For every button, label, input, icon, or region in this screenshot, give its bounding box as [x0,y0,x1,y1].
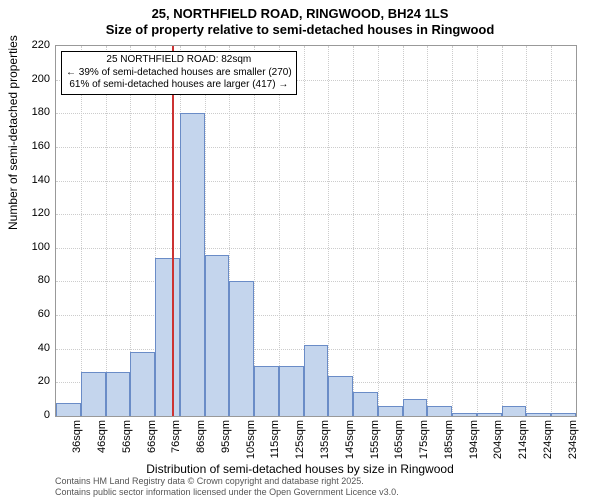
gridline-v [427,46,428,416]
footer-line2: Contains public sector information licen… [55,487,399,498]
histogram-bar [328,376,353,416]
histogram-bar [130,352,155,416]
x-tick-label: 204sqm [492,420,504,465]
x-tick-label: 194sqm [468,420,480,465]
histogram-bar [254,366,279,416]
gridline-h [56,181,576,182]
histogram-bar [180,113,205,416]
histogram-bar [304,345,329,416]
x-tick-label: 56sqm [121,420,133,465]
reference-marker-line [172,46,174,416]
x-tick-label: 224sqm [542,420,554,465]
x-tick-label: 125sqm [294,420,306,465]
x-tick-label: 76sqm [170,420,182,465]
y-tick-label: 100 [10,241,50,253]
histogram-bar [56,403,81,416]
y-tick-label: 60 [10,308,50,320]
x-tick-label: 135sqm [319,420,331,465]
x-tick-label: 36sqm [71,420,83,465]
plot-area: 25 NORTHFIELD ROAD: 82sqm ← 39% of semi-… [55,45,577,417]
gridline-h [56,248,576,249]
y-tick-label: 120 [10,207,50,219]
gridline-h [56,113,576,114]
y-tick-label: 40 [10,342,50,354]
gridline-h [56,315,576,316]
histogram-bar [477,413,502,416]
gridline-v [403,46,404,416]
chart-container: 25, NORTHFIELD ROAD, RINGWOOD, BH24 1LS … [0,0,600,500]
gridline-v [551,46,552,416]
gridline-h [56,147,576,148]
x-tick-label: 165sqm [393,420,405,465]
x-tick-label: 155sqm [369,420,381,465]
x-tick-label: 145sqm [344,420,356,465]
histogram-bar [403,399,428,416]
x-tick-label: 115sqm [269,420,281,465]
footer: Contains HM Land Registry data © Crown c… [55,476,399,498]
y-tick-label: 0 [10,409,50,421]
histogram-bar [81,372,106,416]
histogram-bar [551,413,576,416]
x-tick-label: 234sqm [567,420,579,465]
histogram-bar [502,406,527,416]
gridline-v [279,46,280,416]
y-tick-label: 220 [10,39,50,51]
gridline-h [56,281,576,282]
histogram-bar [353,392,378,416]
histogram-bar [155,258,180,416]
y-tick-label: 200 [10,73,50,85]
y-tick-label: 180 [10,106,50,118]
x-tick-label: 46sqm [96,420,108,465]
x-tick-label: 66sqm [146,420,158,465]
gridline-v [353,46,354,416]
gridline-v [106,46,107,416]
y-tick-label: 140 [10,174,50,186]
x-tick-label: 86sqm [195,420,207,465]
gridline-v [328,46,329,416]
annotation-box: 25 NORTHFIELD ROAD: 82sqm ← 39% of semi-… [61,51,297,95]
y-tick-label: 160 [10,140,50,152]
x-tick-label: 214sqm [517,420,529,465]
histogram-bar [526,413,551,416]
gridline-v [526,46,527,416]
x-tick-label: 185sqm [443,420,455,465]
histogram-bar [452,413,477,416]
gridline-h [56,214,576,215]
gridline-v [452,46,453,416]
annotation-line1: 25 NORTHFIELD ROAD: 82sqm [66,54,292,67]
chart-title-line2: Size of property relative to semi-detach… [0,22,600,37]
gridline-v [81,46,82,416]
footer-line1: Contains HM Land Registry data © Crown c… [55,476,399,487]
x-tick-label: 95sqm [220,420,232,465]
x-tick-label: 105sqm [245,420,257,465]
gridline-v [502,46,503,416]
histogram-bar [427,406,452,416]
x-tick-label: 175sqm [418,420,430,465]
histogram-bar [106,372,131,416]
gridline-v [378,46,379,416]
y-tick-label: 80 [10,274,50,286]
y-tick-label: 20 [10,375,50,387]
gridline-v [477,46,478,416]
chart-title-line1: 25, NORTHFIELD ROAD, RINGWOOD, BH24 1LS [0,6,600,21]
y-axis-label: Number of semi-detached properties [6,35,20,230]
histogram-bar [378,406,403,416]
histogram-bar [229,281,254,416]
histogram-bar [279,366,304,416]
gridline-v [254,46,255,416]
annotation-line3: 61% of semi-detached houses are larger (… [66,79,292,92]
histogram-bar [205,255,230,416]
annotation-line2: ← 39% of semi-detached houses are smalle… [66,67,292,80]
